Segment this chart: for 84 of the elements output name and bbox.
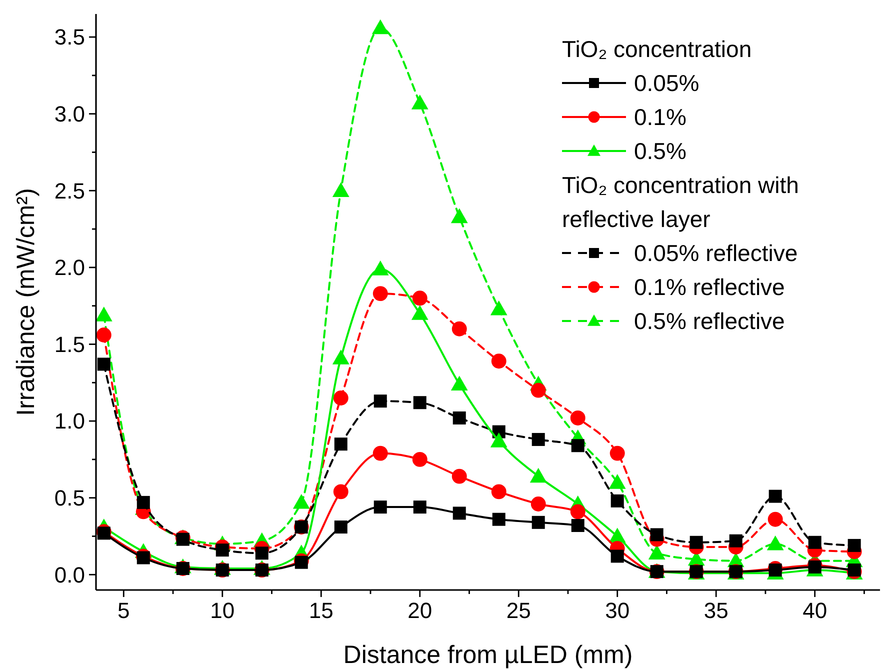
- legend-label: 0.05%: [634, 70, 700, 96]
- point: [372, 19, 389, 34]
- point: [332, 350, 350, 364]
- point: [530, 468, 547, 483]
- x-tick-label: 40: [802, 598, 828, 623]
- point: [768, 490, 782, 503]
- point: [610, 550, 624, 563]
- point: [532, 432, 545, 446]
- point: [334, 520, 348, 534]
- point: [648, 544, 666, 560]
- point: [95, 306, 112, 322]
- point: [411, 305, 428, 320]
- y-tick-label: 2.0: [54, 255, 85, 280]
- point: [136, 496, 150, 509]
- point: [571, 439, 584, 452]
- legend-label: 0.5%: [634, 138, 686, 164]
- point: [96, 328, 112, 342]
- point: [333, 484, 348, 500]
- legend-label: 0.1%: [634, 104, 686, 130]
- point: [452, 321, 467, 336]
- point: [570, 410, 586, 426]
- point: [530, 382, 546, 398]
- point: [97, 358, 110, 371]
- point: [452, 506, 466, 520]
- point: [411, 94, 428, 110]
- point: [413, 500, 426, 514]
- point: [808, 536, 822, 549]
- legend-title: TiO₂ concentration: [562, 36, 752, 62]
- point: [333, 390, 348, 406]
- y-tick-label: 2.5: [54, 178, 85, 204]
- point: [374, 500, 387, 514]
- point: [450, 208, 468, 224]
- point: [532, 516, 545, 529]
- point: [372, 286, 388, 302]
- y-tick-label: 1.0: [54, 408, 85, 434]
- point: [374, 394, 387, 408]
- legend-label: 0.05% reflective: [634, 240, 798, 266]
- point: [413, 396, 426, 410]
- y-tick-label: 3.5: [54, 24, 85, 50]
- point: [412, 290, 428, 306]
- x-axis-title: Distance from µLED (mm): [343, 641, 633, 669]
- point: [491, 484, 506, 500]
- point: [650, 528, 664, 542]
- legend-label: 0.5% reflective: [634, 308, 785, 334]
- point: [450, 376, 468, 391]
- x-tick-label: 30: [605, 598, 630, 623]
- y-axis-title: Irradiance (mW/cm²): [12, 188, 40, 416]
- point: [372, 446, 388, 461]
- point: [766, 535, 784, 550]
- point: [530, 496, 546, 512]
- y-tick-label: 0.5: [54, 486, 85, 511]
- point: [490, 300, 508, 316]
- point: [452, 411, 466, 424]
- point: [372, 260, 389, 276]
- point: [412, 452, 428, 467]
- x-tick-label: 5: [118, 598, 130, 623]
- x-tick-label: 20: [408, 598, 432, 623]
- point: [610, 494, 624, 508]
- x-tick-label: 15: [308, 598, 334, 623]
- y-tick-label: 3.0: [54, 102, 85, 127]
- point: [292, 494, 310, 509]
- x-tick-label: 25: [506, 598, 531, 623]
- point: [255, 546, 268, 560]
- point: [729, 534, 742, 548]
- point: [768, 512, 783, 527]
- point: [332, 182, 350, 197]
- point: [608, 474, 626, 489]
- point: [492, 512, 506, 526]
- legend-label: 0.1% reflective: [634, 274, 785, 300]
- point: [452, 468, 467, 484]
- point: [610, 446, 625, 461]
- point: [490, 432, 508, 448]
- x-tick-label: 35: [704, 598, 728, 623]
- point: [216, 544, 229, 557]
- point: [571, 518, 584, 532]
- point: [570, 504, 586, 520]
- point: [334, 438, 348, 451]
- point: [491, 354, 506, 369]
- point: [690, 536, 703, 549]
- annotation: TiO₂ concentration with reflective layer: [562, 172, 799, 232]
- point: [848, 538, 861, 552]
- y-tick-label: 1.5: [54, 332, 85, 357]
- y-tick-label: 0.0: [54, 562, 85, 588]
- x-tick-label: 10: [210, 598, 235, 623]
